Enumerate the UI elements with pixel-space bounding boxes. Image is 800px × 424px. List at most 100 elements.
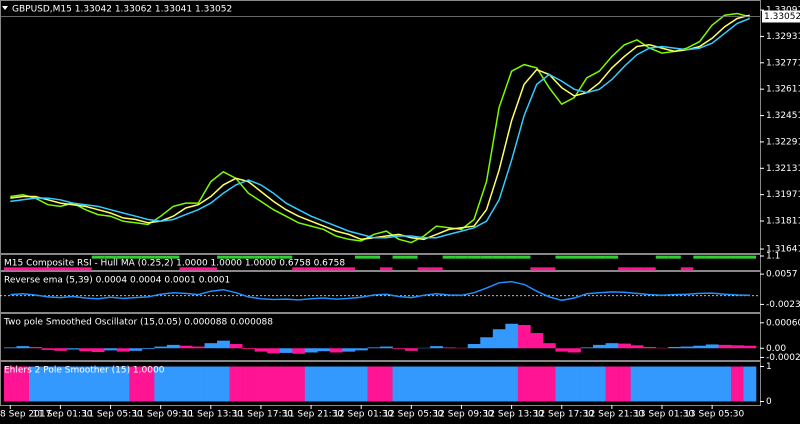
histogram-bar xyxy=(430,346,443,349)
state-bar xyxy=(568,366,581,402)
state-bar xyxy=(593,366,606,402)
state-bar xyxy=(668,366,682,402)
y-tick-label: 1.31811 xyxy=(766,217,800,227)
y-tick-label: 0.000602 xyxy=(766,318,800,328)
state-bar xyxy=(166,366,180,402)
state-bar xyxy=(66,366,80,402)
y-tick-label: 1.1 xyxy=(766,252,780,262)
x-tick-label: 13 Sep 01:30 xyxy=(634,410,694,420)
state-bar xyxy=(254,366,268,402)
x-tick-label: 12 Sep 09:30 xyxy=(433,410,493,420)
state-bar xyxy=(530,366,544,402)
histogram-bar xyxy=(730,345,744,349)
histogram-bar xyxy=(41,348,55,350)
histogram-bar xyxy=(254,348,268,352)
y-tick-label: 1.32451 xyxy=(766,111,800,121)
state-bar xyxy=(505,366,519,402)
state-bar xyxy=(354,366,368,402)
histogram-bar xyxy=(693,345,707,349)
histogram-bar xyxy=(618,343,631,349)
last-price-box xyxy=(762,10,800,23)
state-bar xyxy=(217,366,230,402)
x-tick-label: 12 Sep 17:30 xyxy=(534,410,594,420)
state-bar xyxy=(655,366,669,402)
pane-title: GBPUSD,M15 1.33042 1.33062 1.33041 1.330… xyxy=(12,5,232,15)
state-bar xyxy=(41,366,55,402)
y-tick-label: 1.32611 xyxy=(766,85,800,95)
state-bar xyxy=(129,366,143,402)
histogram-bar xyxy=(54,348,67,351)
histogram-bar xyxy=(405,348,418,351)
y-tick-label: 1.31641 xyxy=(766,245,800,255)
state-bar xyxy=(179,366,193,402)
histogram-bar xyxy=(342,348,356,352)
state-bar xyxy=(492,366,506,402)
series-line xyxy=(10,14,750,241)
state-bar xyxy=(16,366,30,402)
histogram-bar xyxy=(668,346,682,349)
state-bar xyxy=(417,366,431,402)
histogram-bar xyxy=(480,337,494,349)
histogram-bar xyxy=(367,347,381,349)
y-tick-label: 0 xyxy=(766,397,772,407)
histogram-bar xyxy=(354,348,368,351)
menu-triangle[interactable] xyxy=(2,6,8,10)
histogram-bar xyxy=(29,346,42,349)
y-tick-label: 1.31971 xyxy=(766,190,800,200)
histogram-bar xyxy=(304,348,318,353)
histogram-bar xyxy=(643,346,657,349)
y-tick-label: 0.0057 xyxy=(766,270,798,280)
histogram-bar xyxy=(380,346,393,349)
histogram-bar xyxy=(116,348,130,352)
histogram-bar xyxy=(229,344,243,349)
histogram-bar xyxy=(154,346,168,349)
state-bar xyxy=(317,366,331,402)
histogram-bar xyxy=(141,348,155,350)
histogram-bar xyxy=(4,347,17,349)
state-bar xyxy=(54,366,67,402)
series-line xyxy=(10,280,750,302)
state-bar xyxy=(380,366,393,402)
state-bar xyxy=(467,366,481,402)
state-bar xyxy=(618,366,631,402)
y-tick-label: 1.32291 xyxy=(766,137,800,147)
y-tick-label: 1 xyxy=(766,362,772,372)
histogram-bar xyxy=(743,345,757,349)
state-bar xyxy=(279,366,293,402)
histogram-bar xyxy=(505,323,519,349)
state-bar xyxy=(329,366,343,402)
x-tick-label: 11 Sep 01:30 xyxy=(32,410,92,420)
state-bar xyxy=(517,366,531,402)
histogram-bar xyxy=(317,348,331,352)
histogram-bar xyxy=(242,348,255,350)
state-bar xyxy=(442,366,456,402)
state-bar xyxy=(542,366,556,402)
histogram-bar xyxy=(166,344,180,349)
histogram-bar xyxy=(568,348,581,353)
state-bar xyxy=(630,366,644,402)
state-bar xyxy=(91,366,105,402)
histogram-bar xyxy=(593,344,606,349)
x-tick-label: 8 Sep 2017 xyxy=(0,410,51,420)
histogram-bar xyxy=(467,344,481,349)
histogram-bar xyxy=(91,348,105,353)
pane-title: M15 Composite RSI - Hull MA (0.25,2) 1.0… xyxy=(4,259,345,269)
state-bar xyxy=(430,366,443,402)
state-bar xyxy=(643,366,657,402)
histogram-bar xyxy=(580,347,594,349)
state-bar xyxy=(555,366,569,402)
histogram-bar xyxy=(16,346,30,349)
state-bar xyxy=(405,366,418,402)
histogram-bar xyxy=(217,340,230,349)
state-bar xyxy=(4,366,17,402)
state-bar xyxy=(480,366,494,402)
state-bar xyxy=(79,366,93,402)
histogram-bar xyxy=(129,348,143,351)
x-tick-label: 11 Sep 09:30 xyxy=(133,410,193,420)
histogram-bar xyxy=(179,345,193,349)
y-tick-label: 1.32931 xyxy=(766,32,800,42)
state-bar xyxy=(292,366,306,402)
x-tick-label: 12 Sep 21:30 xyxy=(584,410,644,420)
